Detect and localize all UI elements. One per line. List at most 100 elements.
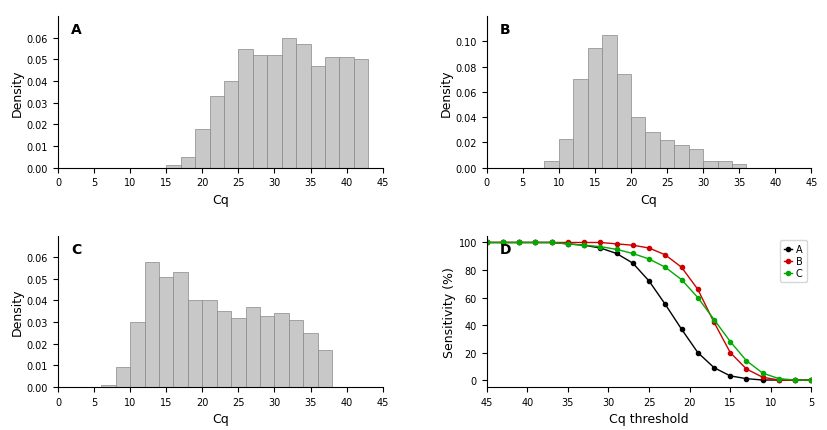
X-axis label: Cq: Cq xyxy=(212,412,228,425)
Bar xyxy=(260,316,274,387)
C xyxy=(562,242,572,247)
Bar xyxy=(281,39,296,168)
Bar xyxy=(318,350,332,387)
Bar xyxy=(630,118,645,168)
X-axis label: Cq threshold: Cq threshold xyxy=(609,412,688,425)
Bar xyxy=(616,75,630,168)
Bar xyxy=(223,82,238,168)
C xyxy=(789,378,799,383)
A xyxy=(546,240,556,246)
Bar xyxy=(310,67,325,168)
Bar xyxy=(159,277,173,387)
C xyxy=(514,240,523,246)
Line: C: C xyxy=(484,241,813,382)
Line: B: B xyxy=(484,241,813,382)
Bar xyxy=(267,56,281,168)
A xyxy=(578,243,588,248)
Bar xyxy=(231,318,246,387)
Bar xyxy=(296,45,310,168)
Bar xyxy=(246,307,260,387)
B xyxy=(514,240,523,246)
C xyxy=(578,243,588,248)
Bar xyxy=(601,36,616,168)
A xyxy=(611,251,621,256)
A xyxy=(789,378,799,383)
B xyxy=(805,378,815,383)
X-axis label: Cq: Cq xyxy=(640,194,657,206)
Bar xyxy=(325,58,339,168)
B xyxy=(578,240,588,246)
Y-axis label: Density: Density xyxy=(439,69,452,117)
A xyxy=(530,240,540,246)
A xyxy=(562,242,572,247)
Y-axis label: Sensitivity (%): Sensitivity (%) xyxy=(442,266,455,357)
B xyxy=(741,367,751,372)
C xyxy=(659,265,669,270)
B xyxy=(773,378,783,383)
A xyxy=(757,378,767,383)
C xyxy=(741,358,751,363)
Y-axis label: Density: Density xyxy=(11,288,24,335)
C xyxy=(708,317,718,322)
Text: C: C xyxy=(71,242,81,256)
B xyxy=(724,350,734,355)
A xyxy=(724,373,734,378)
C xyxy=(530,240,540,246)
C xyxy=(676,277,686,283)
Bar xyxy=(731,164,746,168)
C xyxy=(643,257,653,262)
A xyxy=(481,240,491,246)
C xyxy=(497,240,507,246)
Bar xyxy=(558,139,572,168)
Bar xyxy=(659,141,673,168)
B xyxy=(481,240,491,246)
B xyxy=(643,246,653,251)
A xyxy=(497,240,507,246)
Y-axis label: Density: Density xyxy=(11,69,24,117)
A xyxy=(692,350,702,355)
C xyxy=(546,240,556,246)
B xyxy=(789,378,799,383)
Bar xyxy=(274,314,289,387)
Bar xyxy=(688,149,702,168)
A xyxy=(773,378,783,383)
Line: A: A xyxy=(484,241,813,382)
A xyxy=(514,240,523,246)
Text: D: D xyxy=(499,242,510,256)
B xyxy=(692,287,702,292)
C xyxy=(805,378,815,383)
Bar xyxy=(130,322,145,387)
B xyxy=(676,265,686,270)
Bar xyxy=(339,58,353,168)
C xyxy=(481,240,491,246)
Bar xyxy=(252,56,267,168)
A xyxy=(708,365,718,370)
Bar xyxy=(353,60,368,168)
C xyxy=(611,247,621,252)
A xyxy=(659,302,669,307)
Bar xyxy=(202,301,217,387)
Bar xyxy=(702,162,717,168)
Bar xyxy=(572,80,587,168)
Legend: A, B, C: A, B, C xyxy=(779,241,805,283)
X-axis label: Cq: Cq xyxy=(212,194,228,206)
Bar xyxy=(195,129,209,168)
C xyxy=(692,295,702,301)
Bar xyxy=(173,273,188,387)
Bar xyxy=(303,333,318,387)
C xyxy=(773,376,783,381)
A xyxy=(627,261,637,266)
B xyxy=(659,253,669,258)
Text: B: B xyxy=(499,23,509,37)
A xyxy=(676,327,686,332)
A xyxy=(643,279,653,284)
Bar xyxy=(166,166,180,168)
Bar xyxy=(238,49,252,168)
B xyxy=(595,240,605,246)
Bar xyxy=(180,157,195,168)
Bar xyxy=(717,162,731,168)
A xyxy=(741,376,751,381)
Bar xyxy=(587,49,601,168)
Bar xyxy=(673,145,688,168)
Bar xyxy=(101,385,116,387)
